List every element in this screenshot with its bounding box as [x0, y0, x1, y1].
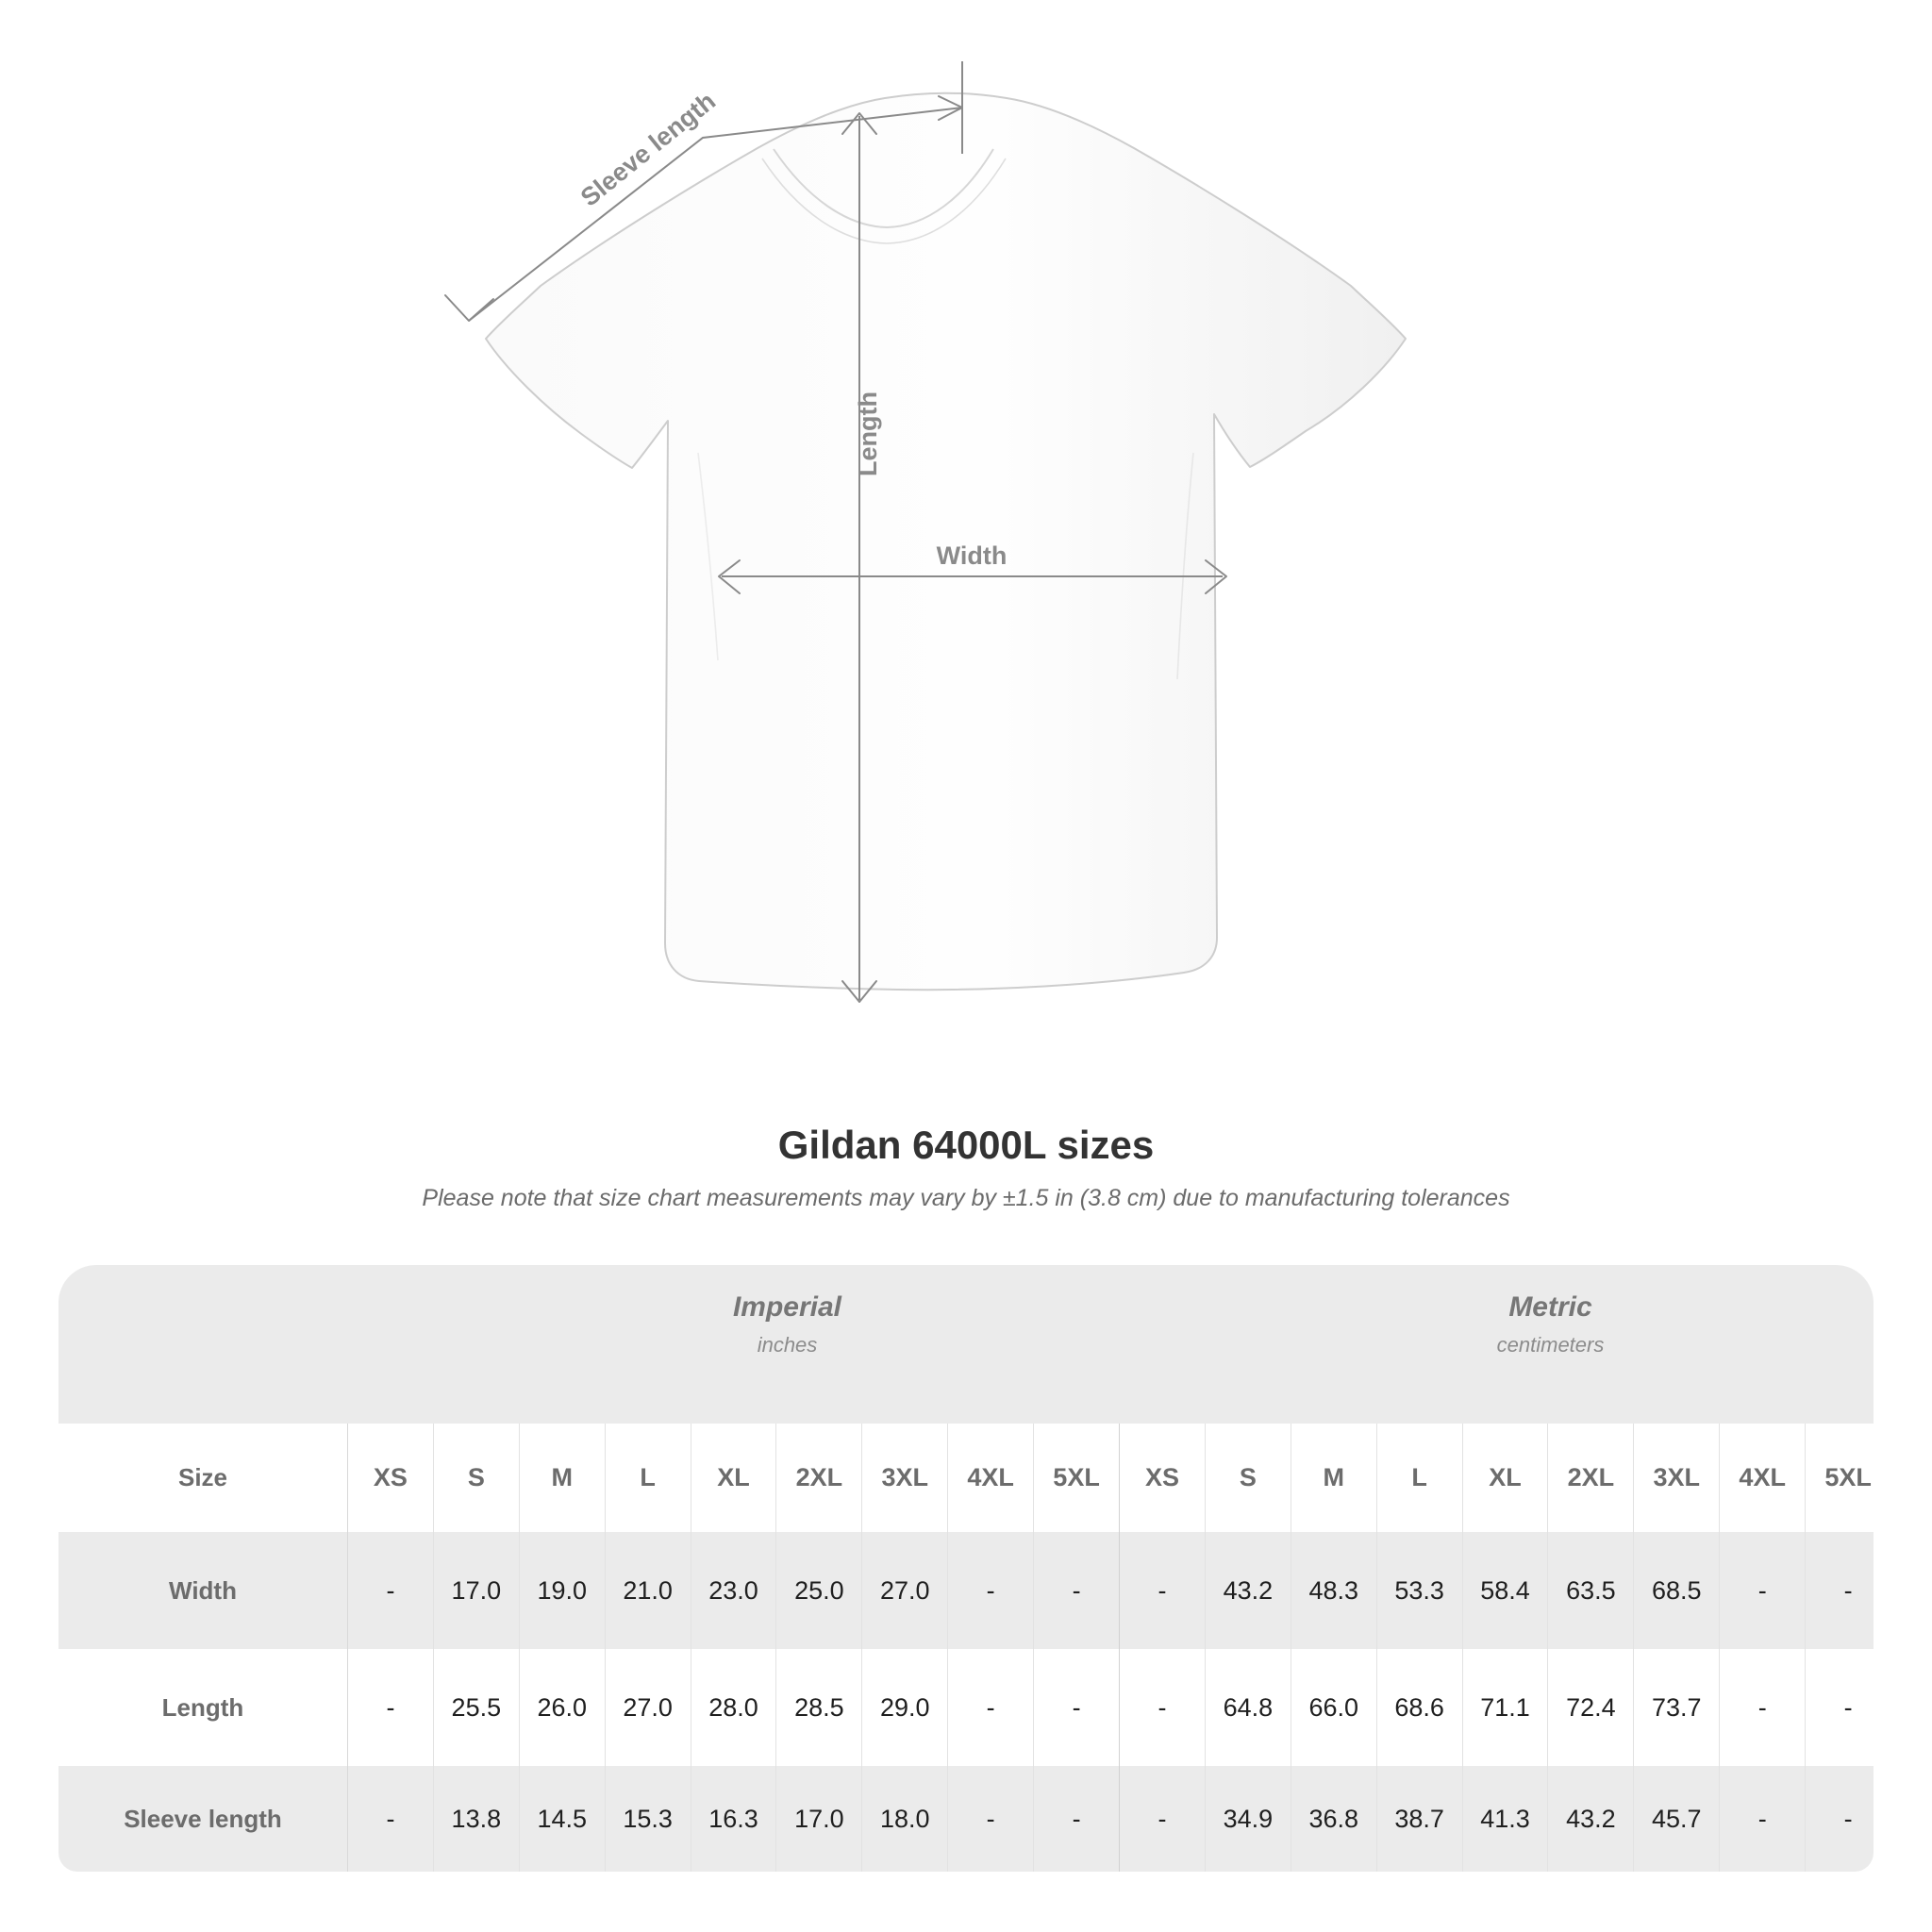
- svg-text:Width: Width: [937, 541, 1008, 570]
- svg-text:Sleeve length: Sleeve length: [575, 87, 721, 212]
- svg-text:Length: Length: [854, 391, 882, 476]
